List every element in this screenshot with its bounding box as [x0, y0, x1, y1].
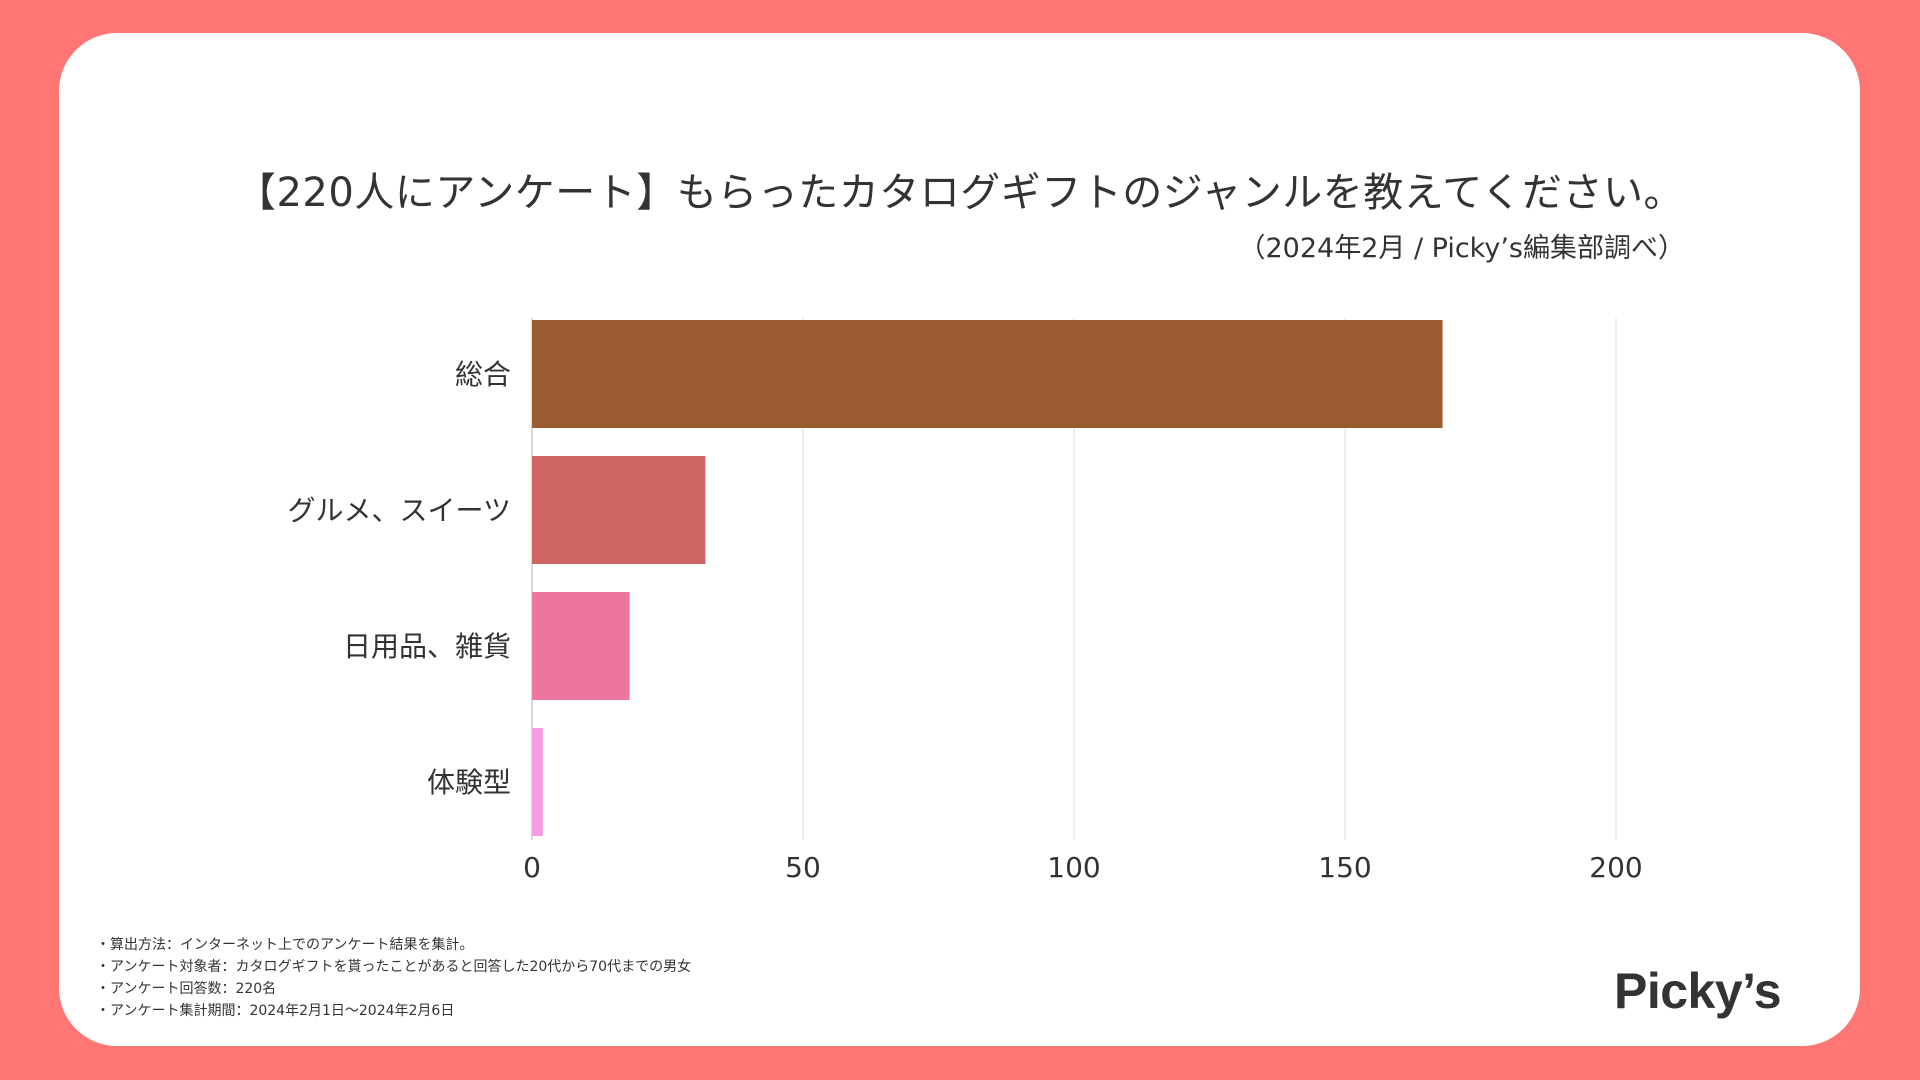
- chart-card: [59, 33, 1860, 1046]
- category-label: 総合: [455, 358, 511, 391]
- bar-4: [532, 728, 543, 836]
- category-label: 体験型: [427, 766, 511, 799]
- category-label: 日用品、雑貨: [343, 630, 511, 663]
- bar-1: [532, 320, 1443, 428]
- footnote-respondents: ・アンケート回答数：220名: [96, 981, 277, 997]
- chart-title: 【220人にアンケート】もらったカタログギフトのジャンルを教えてください。: [235, 170, 1685, 216]
- x-tick-label: 50: [785, 851, 821, 884]
- x-tick-label: 100: [1047, 851, 1100, 884]
- pickys-logo: Picky’s: [1614, 963, 1782, 1019]
- bar-2: [532, 456, 706, 564]
- x-tick-label: 200: [1589, 851, 1642, 884]
- x-tick-labels: 0 50 100 150 200: [523, 851, 1643, 884]
- x-tick-label: 150: [1318, 851, 1371, 884]
- category-label: グルメ、スイーツ: [288, 494, 511, 527]
- chart-subtitle: （2024年2月 / Picky’s編集部調べ）: [1238, 233, 1686, 264]
- x-tick-label: 0: [523, 851, 541, 884]
- bars: [532, 320, 1443, 836]
- footnote-period: ・アンケート集計期間：2024年2月1日〜2024年2月6日: [96, 1003, 455, 1019]
- footnotes: ・算出方法：インターネット上でのアンケート結果を集計。 ・アンケート対象者：カタ…: [96, 934, 691, 1022]
- footnote-method: ・算出方法：インターネット上でのアンケート結果を集計。: [96, 937, 474, 953]
- bar-3: [532, 592, 630, 700]
- footnote-target: ・アンケート対象者：カタログギフトを貰ったことがあると回答した20代から70代ま…: [96, 959, 692, 975]
